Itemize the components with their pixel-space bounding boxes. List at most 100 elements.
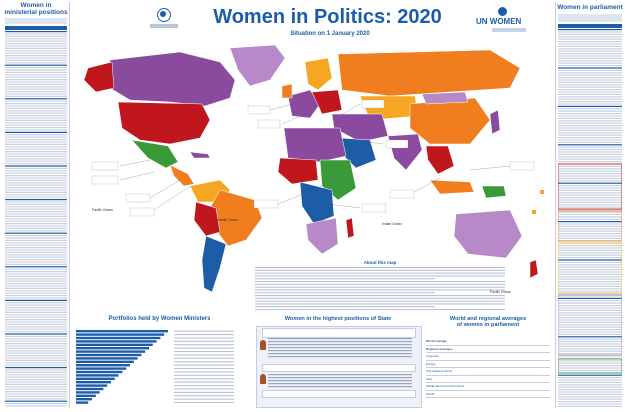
table-row-line: [5, 395, 67, 397]
table-row-line: [558, 237, 622, 239]
portfolio-label-line: [174, 395, 234, 397]
table-row-line: [5, 328, 67, 330]
table-row-line: [5, 220, 67, 222]
table-row-line: [5, 177, 67, 179]
table-row-line: [558, 283, 622, 285]
map-central-america: [169, 164, 195, 187]
table-row-line: [5, 292, 67, 294]
portfolio-bar: [76, 398, 92, 401]
table-row-line: [558, 50, 622, 52]
regional-title-line2: of women in parliament: [456, 322, 520, 328]
about-text-line: [255, 289, 505, 291]
table-row-line: [558, 201, 622, 203]
table-row-line: [558, 48, 622, 50]
table-row-line: [558, 305, 622, 307]
regional-row-world: World average: [426, 338, 550, 346]
table-row-line: [5, 244, 67, 246]
table-row-line: [5, 43, 67, 45]
table-row-line: [558, 137, 622, 139]
table-row-line: [558, 53, 622, 55]
table-row-line: [558, 158, 622, 160]
table-row-line: [5, 69, 67, 71]
about-text-line: [255, 306, 435, 308]
table-row-line: [5, 302, 67, 304]
table-row-line: [558, 309, 622, 311]
table-row-line: [5, 283, 67, 285]
portfolio-label-line: [174, 402, 234, 404]
about-title: About this map: [363, 260, 397, 265]
portfolio-label-line: [174, 398, 234, 400]
table-row-line: [558, 38, 622, 40]
portfolio-bar: [76, 350, 146, 353]
table-row-line: [558, 225, 622, 227]
table-row-line: [558, 249, 622, 251]
map-madagascar: [345, 217, 355, 239]
map-russia: [337, 49, 521, 97]
table-row-line: [5, 362, 67, 364]
highlight-box-green: [558, 358, 622, 374]
table-row-line: [5, 189, 67, 191]
table-row-line: [558, 348, 622, 350]
ocean-label-pacific-west: Pacific Ocean: [92, 208, 113, 212]
table-row-line: [5, 352, 67, 354]
portfolio-label-line: [174, 385, 234, 387]
table-row-line: [558, 285, 622, 287]
table-row-line: [5, 215, 67, 217]
right-panel-title: Women in parliament: [557, 4, 623, 11]
highest-positions-text-line: [268, 377, 412, 379]
table-row-line: [5, 59, 67, 61]
table-row-line: [5, 182, 67, 184]
table-row-line: [558, 261, 622, 263]
table-row-line: [558, 300, 622, 302]
portfolio-bar: [76, 370, 123, 374]
table-row-line: [5, 347, 67, 349]
table-row-line: [558, 360, 622, 362]
table-row-line: [5, 203, 67, 205]
table-row-line: [558, 221, 622, 223]
table-row-line: [5, 163, 67, 165]
about-text-line: [255, 295, 505, 297]
table-row-line: [5, 376, 67, 378]
highest-positions-text-line: [268, 338, 412, 340]
regional-row-asia: Asia: [426, 376, 550, 383]
table-row-line: [558, 321, 622, 323]
table-row-line: [558, 177, 622, 179]
portfolio-bar: [76, 347, 149, 350]
table-row-line: [5, 107, 67, 109]
table-row-line: [5, 343, 67, 345]
map-leader-lines: [119, 101, 511, 211]
highest-positions-text-line: [268, 380, 412, 382]
table-row-line: [5, 83, 67, 85]
table-row-line: [5, 98, 67, 100]
table-row-line: [5, 74, 67, 76]
table-row-line: [558, 336, 622, 338]
table-row-line: [5, 271, 67, 273]
table-row-line: [558, 333, 622, 335]
map-peru-bolivia: [193, 201, 221, 237]
table-row-line: [5, 295, 67, 297]
table-row-line: [558, 302, 622, 304]
table-row-line: [558, 343, 622, 345]
table-row-line: [5, 105, 67, 107]
table-row-line: [558, 134, 622, 136]
table-row-line: [5, 170, 67, 172]
speakers-banner: [262, 364, 416, 372]
table-row-line: [558, 396, 622, 398]
table-row-line: [558, 170, 622, 172]
table-row-line: [5, 319, 67, 321]
table-row-line: [558, 189, 622, 191]
about-text-line: [255, 297, 505, 299]
table-row-line: [5, 35, 67, 37]
table-row-line: [5, 297, 67, 299]
about-text-line: [255, 286, 505, 288]
table-row-line: [5, 345, 67, 347]
table-row-line: [5, 103, 67, 105]
table-row-line: [5, 112, 67, 114]
table-row-line: [558, 401, 622, 403]
table-row-line: [5, 110, 67, 112]
table-row-line: [5, 340, 67, 342]
regional-averages-section: World and regional averages of women in …: [424, 316, 552, 410]
right-panel-note: [558, 14, 622, 22]
table-row-line: [5, 239, 67, 241]
map-west-africa: [277, 157, 319, 185]
